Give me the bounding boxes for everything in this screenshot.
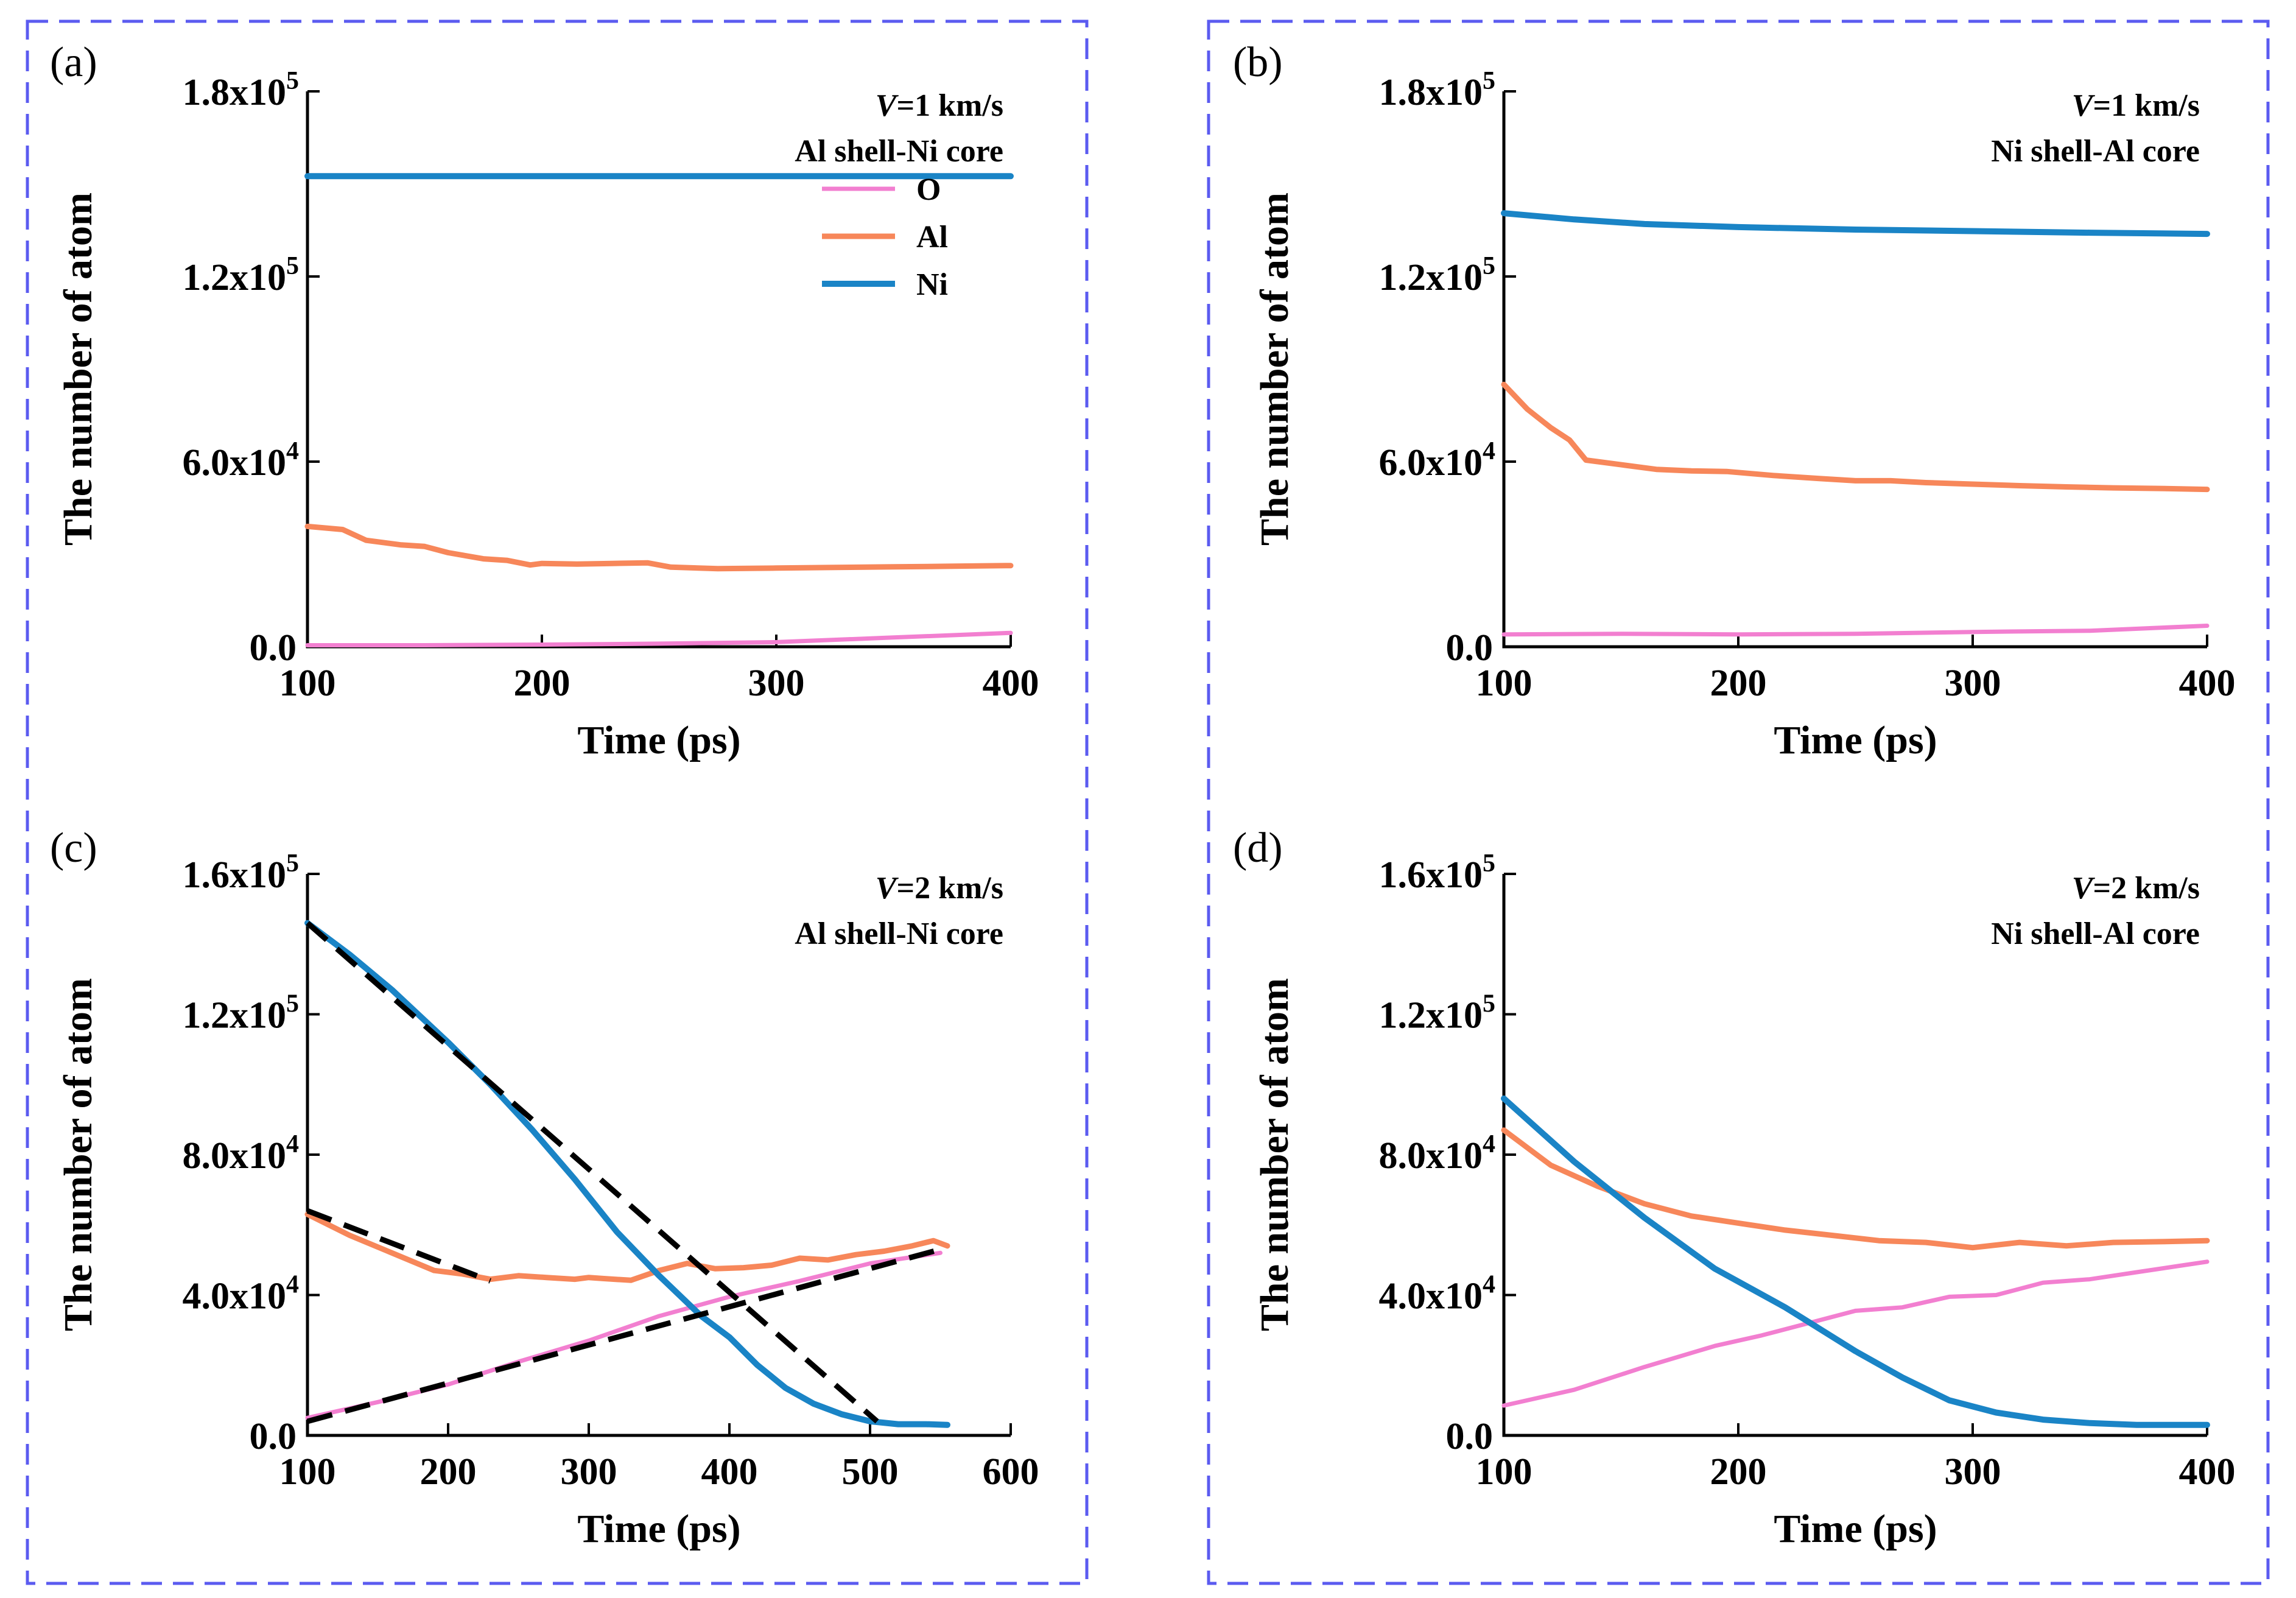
- x-tick-label: 300: [748, 663, 805, 704]
- x-tick-label: 200: [1710, 663, 1767, 704]
- y-tick-label: 8.0x104: [183, 1130, 300, 1177]
- y-tick-label: 6.0x104: [1379, 437, 1496, 484]
- series-o-line: [1501, 1259, 2210, 1408]
- x-tick-label: 400: [2179, 1451, 2236, 1493]
- legend-label-ni: Ni: [916, 267, 948, 302]
- series-al-line: [1501, 381, 2210, 493]
- series-ni-line: [304, 920, 950, 1428]
- y-tick-label: 8.0x104: [1379, 1130, 1496, 1177]
- series-al-line: [304, 1211, 950, 1283]
- x-axis-title: Time (ps): [577, 718, 740, 762]
- x-tick-label: 400: [2179, 663, 2236, 704]
- x-axis-title: Time (ps): [577, 1507, 740, 1551]
- annotation-structure: Al shell-Ni core: [795, 134, 1003, 169]
- axes: [306, 874, 1011, 1437]
- annotation-velocity: V=1 km/s: [876, 88, 1003, 123]
- annotation-structure: Al shell-Ni core: [795, 917, 1003, 951]
- panel-label: (c): [50, 825, 97, 871]
- annotation-velocity: V=2 km/s: [876, 871, 1003, 906]
- panel-a: (a) 100 200 300 400 0.0 6.0x104 1.2x105 1.8x105 T…: [50, 39, 1039, 762]
- panel-d: (d) 100 200 300 400 0.0 4.0x104 8.0x104 1.2x105 1…: [1233, 825, 2236, 1551]
- x-tick-label: 200: [1710, 1451, 1767, 1493]
- legend-label-o: O: [916, 172, 941, 207]
- y-axis-title: The number of atom: [56, 192, 100, 546]
- frame-left: [26, 19, 1089, 1585]
- x-tick-label: 400: [701, 1451, 758, 1493]
- x-tick-label: 100: [1476, 663, 1532, 704]
- annotation-velocity: V=2 km/s: [2072, 871, 2200, 906]
- legend-label-al: Al: [916, 220, 948, 255]
- fit-line-2: [306, 1208, 491, 1284]
- x-tick-label: 200: [514, 663, 570, 704]
- x-axis-title: Time (ps): [1774, 1507, 1937, 1551]
- x-tick-label: 100: [279, 663, 336, 704]
- panel-c: (c) 100 200 300 400 500 600 0.0 4.0x104 8.0x104 1.…: [50, 825, 1039, 1551]
- fit-line-1: [306, 921, 879, 1424]
- annotation-structure: Ni shell-Al core: [1991, 917, 2200, 951]
- y-tick-label: 1.2x105: [1379, 252, 1496, 298]
- series-al-line: [304, 523, 1014, 572]
- panel-label: (b): [1233, 39, 1283, 86]
- panel-label: (a): [50, 39, 97, 86]
- panel-label: (d): [1233, 825, 1283, 871]
- x-tick-label: 300: [1945, 663, 2001, 704]
- x-tick-label: 400: [983, 663, 1039, 704]
- x-tick-label: 200: [420, 1451, 477, 1493]
- x-axis-title: Time (ps): [1774, 718, 1937, 762]
- y-tick-label: 1.8x105: [183, 67, 300, 113]
- y-axis-title: The number of atom: [1252, 192, 1297, 546]
- y-tick-label: 1.6x105: [1379, 850, 1496, 896]
- series-ni-line: [1501, 210, 2210, 238]
- axes: [1502, 91, 2207, 649]
- y-tick-label: 6.0x104: [183, 437, 300, 484]
- x-tick-label: 500: [842, 1451, 899, 1493]
- fit-line-3: [306, 1247, 941, 1424]
- y-tick-label: 0.0: [250, 627, 297, 669]
- y-tick-label: 0.0: [1446, 627, 1494, 669]
- series-ni-line: [1501, 1095, 2210, 1428]
- x-tick-label: 100: [279, 1451, 336, 1493]
- y-tick-label: 1.2x105: [1379, 990, 1496, 1037]
- annotation-velocity: V=1 km/s: [2072, 88, 2200, 123]
- x-tick-label: 100: [1476, 1451, 1532, 1493]
- y-tick-label: 1.6x105: [183, 850, 300, 896]
- y-tick-label: 0.0: [250, 1416, 297, 1457]
- annotation-structure: Ni shell-Al core: [1991, 134, 2200, 169]
- y-axis-title: The number of atom: [56, 978, 100, 1331]
- panel-b: (b) 100 200 300 400 0.0 6.0x104 1.2x105 1.8x105 T…: [1233, 39, 2236, 762]
- y-axis-title: The number of atom: [1252, 978, 1297, 1331]
- y-tick-label: 0.0: [1446, 1416, 1494, 1457]
- series-o-line: [305, 630, 1013, 647]
- x-tick-label: 300: [1945, 1451, 2001, 1493]
- x-tick-label: 300: [561, 1451, 617, 1493]
- series-o-line: [1501, 624, 2210, 637]
- series-o-line: [305, 1250, 943, 1420]
- y-tick-label: 1.2x105: [183, 252, 300, 298]
- y-tick-label: 1.2x105: [183, 990, 300, 1037]
- x-tick-label: 600: [983, 1451, 1039, 1493]
- y-tick-label: 1.8x105: [1379, 67, 1496, 113]
- series-al-line: [1501, 1127, 2210, 1251]
- y-tick-label: 4.0x104: [183, 1271, 300, 1317]
- frame-right: [1207, 19, 2270, 1585]
- y-tick-label: 4.0x104: [1379, 1271, 1496, 1317]
